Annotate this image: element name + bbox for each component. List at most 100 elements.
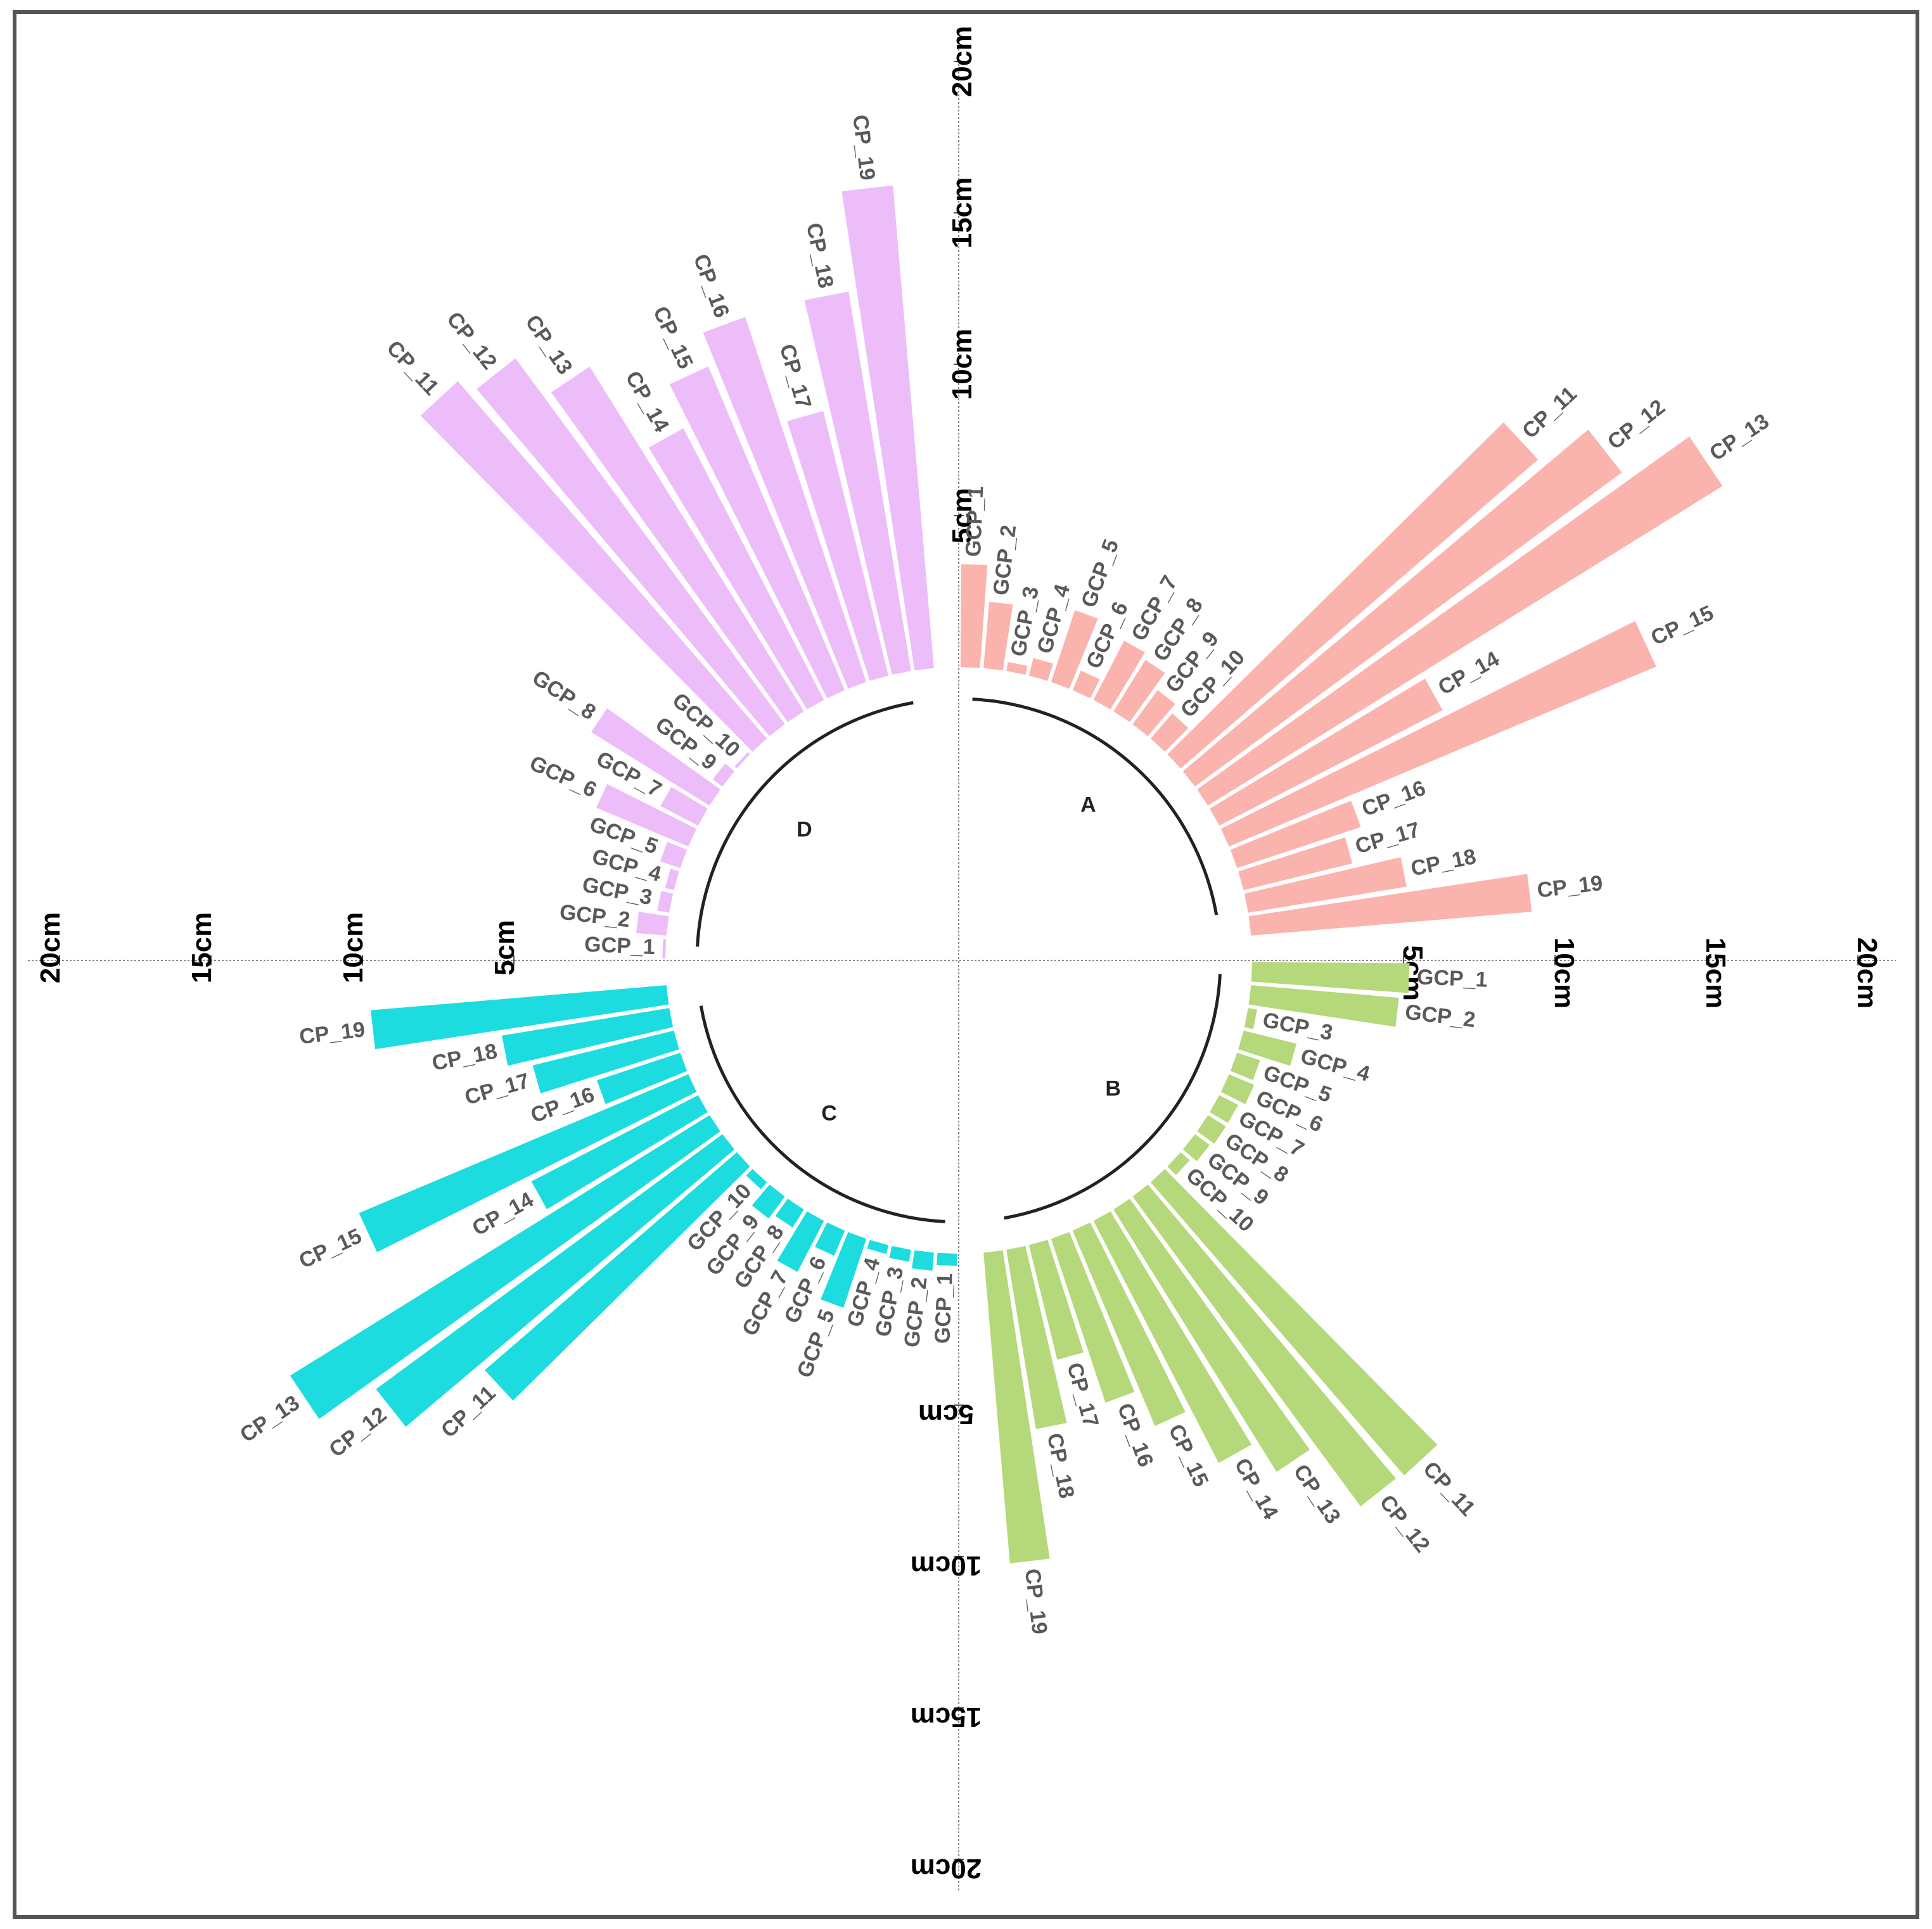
bar-B-CP_11: [1150, 1169, 1438, 1476]
bar-B-CP_16: [1051, 1232, 1135, 1403]
axis-tick-label-left-5: 5cm: [489, 920, 520, 976]
bar-C-CP_11: [485, 1152, 750, 1401]
bar-B-GCP_10: [1167, 1152, 1190, 1175]
bar-A-GCP_2: [983, 601, 1013, 671]
bar-D-GCP_8: [591, 708, 720, 806]
bar-B-CP_17: [1028, 1240, 1084, 1360]
bar-B-GCP_2: [1248, 985, 1399, 1027]
bar-B-CP_15: [1072, 1222, 1186, 1427]
axis-tick-label-up-10: 10cm: [947, 329, 978, 400]
bar-A-GCP_9: [1132, 690, 1175, 737]
bar-C-CP_12: [376, 1134, 735, 1427]
bar-A-GCP_4: [1028, 658, 1054, 681]
bar-C-GCP_2: [912, 1250, 934, 1271]
axis-tick-label-down-20: 20cm: [911, 1853, 982, 1884]
group-arcs: A B C D: [696, 697, 1222, 1223]
group-arc-D: [696, 701, 914, 947]
bar-B-CP_14: [1093, 1211, 1252, 1463]
axis-tick-label-right-10: 10cm: [1549, 938, 1580, 1009]
group-arc-B: [1004, 974, 1222, 1220]
bar-A-GCP_6: [1072, 670, 1100, 699]
bar-D-GCP_7: [660, 786, 708, 826]
bar-B-GCP_8: [1197, 1115, 1226, 1144]
bar-label-D-CP_13: CP_13: [520, 310, 577, 379]
group-label-D: D: [796, 818, 812, 842]
axis-tick-label-up-5: 5cm: [947, 488, 978, 544]
bar-D-GCP_4: [665, 869, 679, 891]
bar-A-CP_16: [1230, 800, 1361, 869]
bar-label-A-GCP_1: GCP_1: [961, 486, 988, 557]
bar-D-GCP_5: [660, 841, 688, 869]
bar-label-D-CP_17: CP_17: [775, 341, 816, 411]
bar-D-CP_14: [648, 428, 824, 710]
bar-D-CP_19: [841, 185, 934, 671]
bar-B-CP_12: [1132, 1184, 1396, 1506]
bar-C-CP_15: [359, 1074, 697, 1252]
axis-tick-label-left-10: 10cm: [338, 912, 369, 984]
bar-A-CP_19: [1248, 874, 1532, 936]
bar-C-GCP_10: [746, 1169, 767, 1190]
bar-D-GCP_2: [636, 912, 669, 936]
bar-C-CP_18: [502, 1008, 674, 1066]
bar-C-GCP_1: [937, 1252, 957, 1266]
bar-B-CP_18: [1006, 1245, 1067, 1429]
bar-C-GCP_8: [775, 1199, 804, 1228]
bar-C-GCP_9: [752, 1184, 785, 1219]
bar-A-GCP_10: [1150, 713, 1189, 752]
bar-label-A-CP_12: CP_12: [1603, 395, 1670, 454]
bar-D-CP_16: [703, 317, 867, 689]
bar-D-GCP_6: [596, 784, 697, 847]
bar-label-C-CP_15: CP_15: [295, 1224, 365, 1273]
bar-label-D-GCP_1: GCP_1: [584, 933, 656, 959]
bar-B-GCP_3: [1244, 1008, 1257, 1029]
bar-label-D-CP_16: CP_16: [689, 251, 734, 321]
bar-D-CP_11: [420, 381, 767, 752]
bar-B-GCP_5: [1230, 1052, 1260, 1080]
bar-D-CP_15: [669, 366, 845, 699]
bar-D-CP_13: [551, 366, 804, 722]
bar-label-C-CP_13: CP_13: [236, 1391, 304, 1447]
bar-label-B-CP_11: CP_11: [1418, 1457, 1480, 1521]
bar-label-A-CP_13: CP_13: [1705, 409, 1774, 466]
bar-label-D-CP_14: CP_14: [620, 367, 674, 436]
bar-label-D-CP_12: CP_12: [442, 307, 501, 374]
bar-D-GCP_10: [734, 752, 750, 769]
axis-tick-label-left-20: 20cm: [35, 912, 66, 984]
bar-label-A-CP_18: CP_18: [1409, 844, 1478, 881]
bar-label-D-CP_18: CP_18: [802, 221, 838, 290]
bar-label-D-GCP_8: GCP_8: [528, 666, 600, 725]
bar-B-GCP_4: [1238, 1030, 1297, 1066]
bar-A-CP_17: [1238, 837, 1353, 891]
bar-label-A-CP_15: CP_15: [1647, 601, 1717, 650]
bar-C-GCP_5: [821, 1232, 867, 1308]
bar-A-GCP_7: [1093, 640, 1145, 710]
axis-tick-label-up-20: 20cm: [947, 26, 978, 98]
bar-C-GCP_7: [777, 1211, 824, 1272]
bar-C-CP_17: [532, 1030, 679, 1093]
bar-A-CP_15: [1220, 621, 1656, 847]
axes: 5cm 10cm 15cm 20cm 5cm 10cm 15cm 20cm 5cm 10cm 15c…: [28, 26, 1896, 1891]
axis-tick-label-left-15: 15cm: [186, 912, 217, 984]
bar-B-GCP_6: [1220, 1074, 1255, 1104]
bar-A-GCP_5: [1051, 610, 1098, 689]
bar-D-CP_18: [804, 291, 911, 675]
bar-C-CP_13: [290, 1115, 720, 1419]
bar-D-CP_17: [787, 411, 889, 681]
bar-B-GCP_1: [1251, 962, 1410, 993]
bar-D-GCP_9: [712, 763, 735, 787]
bar-label-A-CP_11: CP_11: [1518, 382, 1582, 443]
figure-frame: 5cm 10cm 15cm 20cm 5cm 10cm 15cm 20cm 5cm 10cm 15c…: [13, 10, 1919, 1919]
bar-B-CP_19: [983, 1250, 1050, 1563]
bar-A-CP_14: [1210, 678, 1443, 826]
bar-C-CP_14: [531, 1095, 708, 1209]
axis-tick-label-right-15: 15cm: [1700, 938, 1731, 1009]
bar-D-GCP_1: [662, 939, 667, 959]
bar-label-D-GCP_2: GCP_2: [558, 900, 631, 933]
bar-label-C-CP_18: CP_18: [430, 1039, 499, 1076]
bar-label-B-CP_19: CP_19: [1020, 1567, 1052, 1636]
bar-C-CP_16: [596, 1052, 688, 1104]
bar-C-CP_19: [370, 985, 669, 1050]
bar-A-CP_18: [1244, 857, 1407, 913]
bar-A-GCP_1: [960, 564, 988, 668]
circular-bar-chart: 5cm 10cm 15cm 20cm 5cm 10cm 15cm 20cm 5cm 10cm 15c…: [28, 26, 1896, 1891]
